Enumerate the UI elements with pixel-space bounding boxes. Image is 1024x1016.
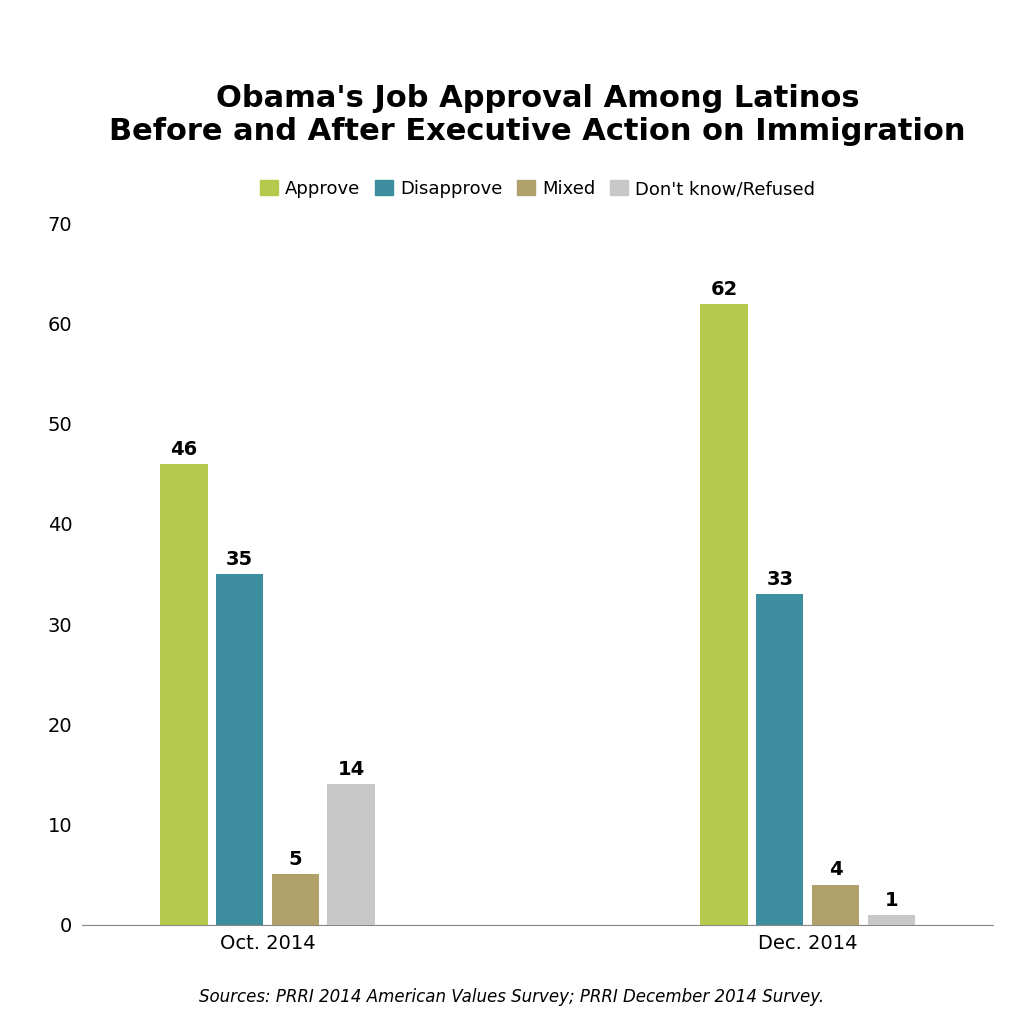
Bar: [328, 784, 375, 925]
Text: 62: 62: [711, 279, 737, 299]
Bar: [271, 875, 319, 925]
Text: 35: 35: [226, 550, 253, 569]
Bar: [161, 464, 208, 925]
Text: 14: 14: [338, 760, 365, 779]
Text: 5: 5: [289, 850, 302, 870]
Text: 46: 46: [170, 440, 198, 459]
Text: Sources: PRRI 2014 American Values Survey; PRRI December 2014 Survey.: Sources: PRRI 2014 American Values Surve…: [200, 988, 824, 1006]
Text: 1: 1: [885, 891, 898, 909]
Bar: [756, 594, 804, 925]
Text: 33: 33: [766, 570, 794, 589]
Bar: [867, 914, 914, 925]
Bar: [216, 574, 263, 925]
Bar: [812, 885, 859, 925]
Title: Obama's Job Approval Among Latinos
Before and After Executive Action on Immigrat: Obama's Job Approval Among Latinos Befor…: [110, 83, 966, 146]
Legend: Approve, Disapprove, Mixed, Don't know/Refused: Approve, Disapprove, Mixed, Don't know/R…: [253, 173, 822, 205]
Bar: [700, 304, 748, 925]
Text: 4: 4: [828, 861, 843, 880]
